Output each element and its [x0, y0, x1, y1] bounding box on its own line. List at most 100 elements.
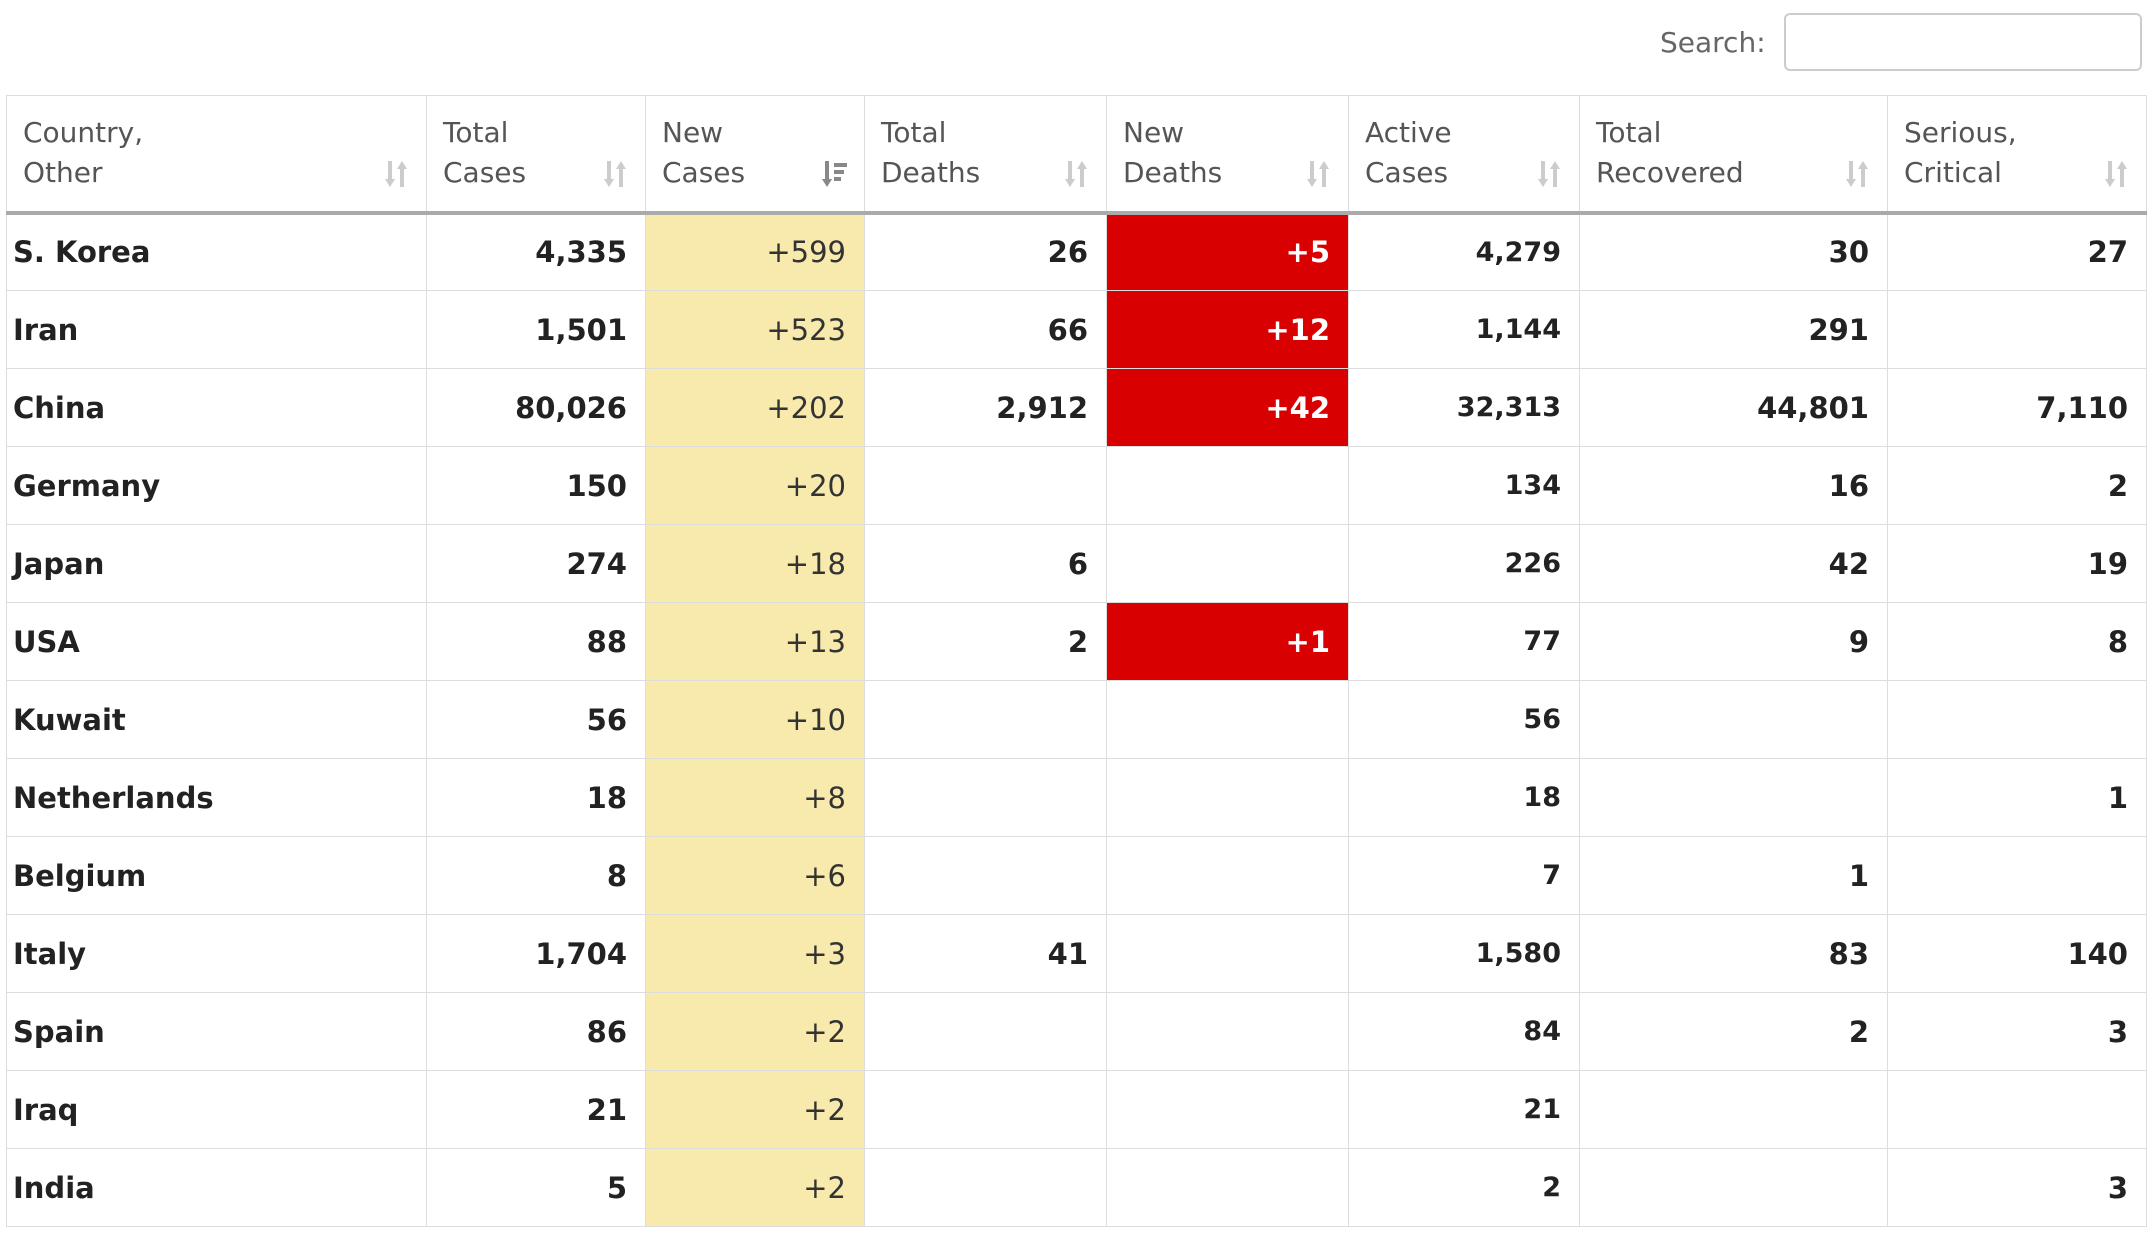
column-header-country[interactable]: Country, Other: [6, 95, 427, 215]
cell-total-cases: 8: [426, 836, 646, 915]
cell-total-cases: 21: [426, 1070, 646, 1149]
cell-country: Italy: [6, 914, 427, 993]
cell-new-deaths: +42: [1106, 368, 1349, 447]
cell-total-cases: 56: [426, 680, 646, 759]
cell-total-deaths: [864, 758, 1107, 837]
search-input[interactable]: [1783, 13, 2142, 71]
cell-serious-critical: 3: [1887, 1148, 2147, 1227]
column-header-total-cases[interactable]: Total Cases: [426, 95, 646, 215]
sort-both-icon[interactable]: [2104, 159, 2130, 189]
cell-total-recovered: 16: [1579, 446, 1888, 525]
cell-total-recovered: 9: [1579, 602, 1888, 681]
cell-active-cases: 226: [1348, 524, 1580, 603]
table-row: Spain 86 +2 84 2 3: [6, 992, 2147, 1071]
cell-serious-critical: [1887, 290, 2147, 369]
cell-country: India: [6, 1148, 427, 1227]
cell-active-cases: 56: [1348, 680, 1580, 759]
column-header-line2: Deaths: [1123, 156, 1223, 190]
cell-new-cases: +2: [645, 992, 865, 1071]
column-header-label: Total Recovered: [1596, 113, 1789, 193]
column-header-serious-critical[interactable]: Serious, Critical: [1887, 95, 2147, 215]
cell-new-deaths: [1106, 446, 1349, 525]
cell-new-cases: +202: [645, 368, 865, 447]
cell-serious-critical: 8: [1887, 602, 2147, 681]
table-row: Iraq 21 +2 21: [6, 1070, 2147, 1149]
cell-new-cases: +599: [645, 212, 865, 291]
cell-new-cases: +523: [645, 290, 865, 369]
cell-total-recovered: 291: [1579, 290, 1888, 369]
column-header-active-cases[interactable]: Active Cases: [1348, 95, 1580, 215]
sort-both-icon[interactable]: [603, 159, 629, 189]
cell-new-deaths: [1106, 524, 1349, 603]
sort-both-icon[interactable]: [1845, 159, 1871, 189]
cell-active-cases: 18: [1348, 758, 1580, 837]
cell-country: Iraq: [6, 1070, 427, 1149]
sort-both-icon[interactable]: [1306, 159, 1332, 189]
cell-total-recovered: 30: [1579, 212, 1888, 291]
cell-active-cases: 1,144: [1348, 290, 1580, 369]
sort-both-icon[interactable]: [384, 159, 410, 189]
cell-serious-critical: 2: [1887, 446, 2147, 525]
column-header-line1: New: [1123, 116, 1185, 150]
column-header-line1: New: [662, 116, 724, 150]
cell-total-deaths: [864, 836, 1107, 915]
column-header-line2: Recovered: [1596, 156, 1744, 190]
column-header-line2: Cases: [1365, 156, 1449, 190]
cell-active-cases: 77: [1348, 602, 1580, 681]
cell-serious-critical: 1: [1887, 758, 2147, 837]
cell-serious-critical: 27: [1887, 212, 2147, 291]
cell-new-deaths: [1106, 680, 1349, 759]
column-header-label: Total Deaths: [881, 113, 1027, 193]
cell-country: USA: [6, 602, 427, 681]
cell-total-deaths: 66: [864, 290, 1107, 369]
cell-new-deaths: +1: [1106, 602, 1349, 681]
column-header-label: New Deaths: [1123, 113, 1269, 193]
cell-total-cases: 86: [426, 992, 646, 1071]
cell-total-deaths: [864, 1070, 1107, 1149]
table-row: USA 88 +13 2 +1 77 9 8: [6, 602, 2147, 681]
sort-both-icon[interactable]: [1537, 159, 1563, 189]
search-bar: Search:: [1660, 12, 2152, 72]
table-row: Iran 1,501 +523 66 +12 1,144 291: [6, 290, 2147, 369]
cell-active-cases: 2: [1348, 1148, 1580, 1227]
search-label: Search:: [1660, 25, 1766, 59]
cell-country: Belgium: [6, 836, 427, 915]
header-row: Country, Other Total Cases New Cases Total Deat…: [6, 95, 2147, 215]
cell-total-recovered: [1579, 758, 1888, 837]
table-body: S. Korea 4,335 +599 26 +5 4,279 30 27 Iran 1,501 +…: [6, 212, 2147, 1227]
table-row: India 5 +2 2 3: [6, 1148, 2147, 1227]
column-header-new-cases[interactable]: New Cases: [645, 95, 865, 215]
cell-total-deaths: 2,912: [864, 368, 1107, 447]
column-header-line1: Serious,: [1904, 116, 2017, 150]
cell-new-cases: +6: [645, 836, 865, 915]
column-header-new-deaths[interactable]: New Deaths: [1106, 95, 1349, 215]
table-row: China 80,026 +202 2,912 +42 32,313 44,801 7,110: [6, 368, 2147, 447]
cell-new-deaths: [1106, 758, 1349, 837]
cell-country: Spain: [6, 992, 427, 1071]
column-header-total-recovered[interactable]: Total Recovered: [1579, 95, 1888, 215]
cell-total-recovered: 83: [1579, 914, 1888, 993]
cell-total-deaths: [864, 1148, 1107, 1227]
column-header-total-deaths[interactable]: Total Deaths: [864, 95, 1107, 215]
table-row: Italy 1,704 +3 41 1,580 83 140: [6, 914, 2147, 993]
column-header-line2: Other: [23, 156, 103, 190]
cell-active-cases: 84: [1348, 992, 1580, 1071]
sort-desc-icon[interactable]: [822, 159, 848, 189]
cell-serious-critical: 3: [1887, 992, 2147, 1071]
cell-serious-critical: 140: [1887, 914, 2147, 993]
cell-serious-critical: [1887, 680, 2147, 759]
cell-total-cases: 150: [426, 446, 646, 525]
cell-total-deaths: [864, 446, 1107, 525]
cell-serious-critical: 7,110: [1887, 368, 2147, 447]
column-header-label: Total Cases: [443, 113, 573, 193]
column-header-line1: Total: [881, 116, 947, 150]
cell-total-cases: 18: [426, 758, 646, 837]
cell-serious-critical: [1887, 836, 2147, 915]
cell-total-deaths: [864, 992, 1107, 1071]
cell-new-deaths: +5: [1106, 212, 1349, 291]
table-row: Belgium 8 +6 7 1: [6, 836, 2147, 915]
cell-active-cases: 1,580: [1348, 914, 1580, 993]
cell-new-cases: +13: [645, 602, 865, 681]
sort-both-icon[interactable]: [1064, 159, 1090, 189]
column-header-label: New Cases: [662, 113, 792, 193]
